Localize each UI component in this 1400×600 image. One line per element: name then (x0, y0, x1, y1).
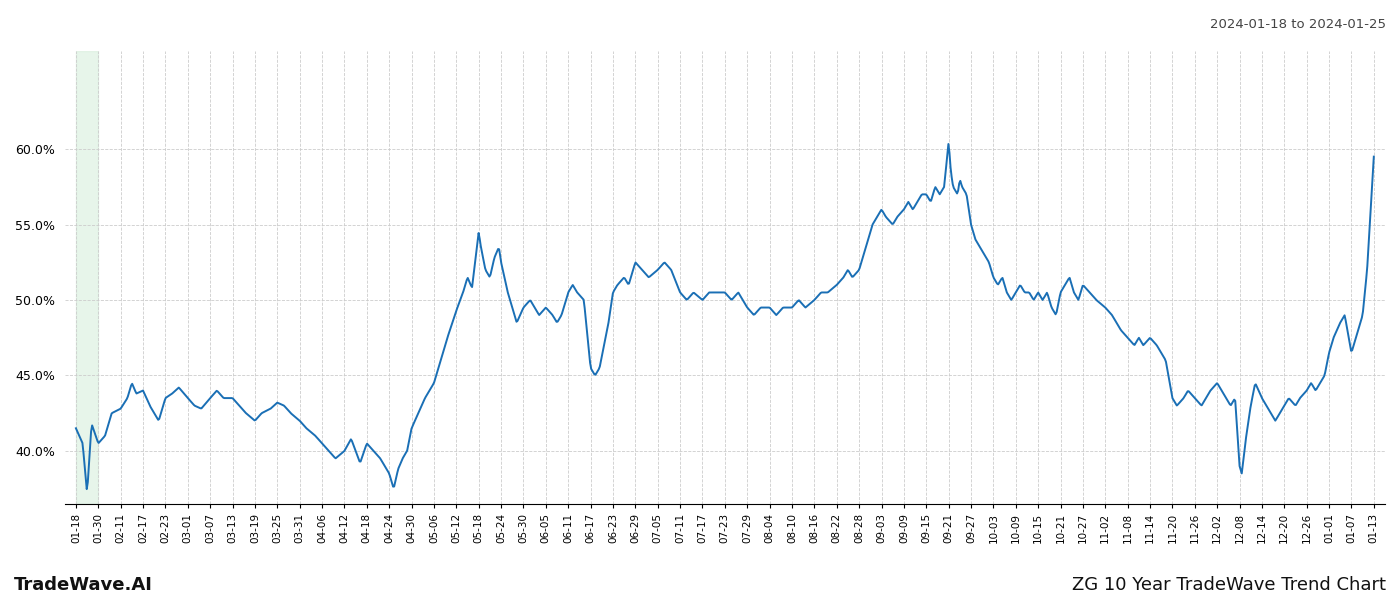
Text: TradeWave.AI: TradeWave.AI (14, 576, 153, 594)
Text: ZG 10 Year TradeWave Trend Chart: ZG 10 Year TradeWave Trend Chart (1072, 576, 1386, 594)
Text: 2024-01-18 to 2024-01-25: 2024-01-18 to 2024-01-25 (1210, 18, 1386, 31)
Bar (76, 51, 98, 504)
